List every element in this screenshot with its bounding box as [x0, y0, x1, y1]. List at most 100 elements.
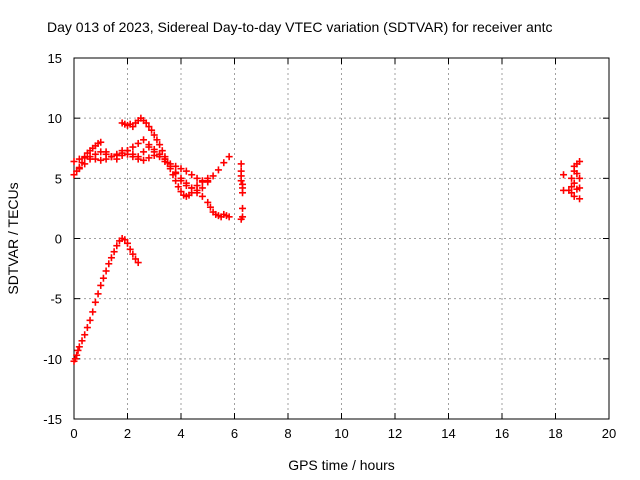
data-point-peak-arc [172, 177, 180, 185]
data-point-rising-arc [89, 308, 97, 316]
data-point-rising-arc [132, 255, 140, 263]
data-point-upper-band-3 [156, 150, 164, 158]
data-point-rising-arc [86, 316, 94, 324]
data-point-rising-arc [74, 346, 82, 354]
data-point-peak-arc [158, 147, 166, 155]
data-point-rising-arc [99, 274, 107, 282]
y-tick-label: 5 [55, 171, 62, 186]
data-point-cluster-18h [560, 171, 568, 179]
data-point-peak-arc [166, 165, 174, 173]
data-point-cluster-18h [568, 174, 576, 182]
data-point-upper-band-2 [134, 139, 142, 147]
data-point-upper-band-3 [81, 160, 89, 168]
data-point-upper-band-2 [75, 155, 83, 163]
data-point-rising-arc [124, 239, 131, 247]
chart-title: Day 013 of 2023, Sidereal Day-to-day VTE… [47, 19, 553, 35]
data-point-rising-arc [134, 259, 142, 267]
data-point-upper-band-3 [150, 151, 158, 159]
data-point-upper-band-2 [145, 141, 153, 149]
data-point-upper-band-2 [209, 172, 217, 180]
y-tick-label: 0 [55, 232, 62, 247]
data-point-rising-arc [81, 331, 89, 339]
data-point-rising-arc [110, 248, 118, 256]
data-point-rising-arc [97, 281, 105, 289]
data-point-cluster-18h [576, 174, 584, 182]
data-point-peak-arc [145, 123, 153, 131]
data-point-peak-arc [129, 123, 137, 131]
y-tick-label: -15 [43, 412, 62, 427]
data-point-upper-band-3 [193, 182, 201, 190]
data-point-upper-band-1 [177, 165, 185, 173]
data-point-peak-arc [156, 141, 164, 149]
data-point-upper-band-3 [124, 150, 131, 158]
x-tick-label: 12 [388, 426, 402, 441]
data-point-rising-arc [75, 343, 83, 351]
data-point-upper-band-3 [118, 147, 126, 155]
data-point-upper-band-3 [107, 153, 115, 161]
data-point-peak-arc [174, 183, 182, 191]
data-point-rising-arc [126, 245, 134, 253]
data-point-rising-arc [107, 254, 115, 262]
data-point-upper-band-1 [182, 167, 190, 175]
x-axis-title: GPS time / hours [288, 457, 395, 473]
data-point-rising-arc [102, 267, 110, 275]
data-point-upper-band-3 [113, 150, 121, 158]
data-point-rising-arc [91, 298, 99, 306]
data-point-rising-arc [71, 355, 79, 363]
data-point-upper-band-1 [193, 174, 201, 182]
data-point-upper-band-2 [129, 143, 137, 151]
data-point-upper-band-1 [97, 138, 105, 146]
x-tick-label: 14 [441, 426, 455, 441]
data-point-cluster-6h [239, 204, 247, 212]
data-point-rising-arc [73, 351, 81, 359]
data-point-upper-band-2 [198, 184, 206, 192]
x-tick-label: 2 [124, 426, 131, 441]
data-point-upper-band-1 [70, 171, 78, 179]
data-point-cluster-18h [570, 179, 578, 187]
data-point-upper-band-3 [102, 150, 110, 158]
data-point-peak-arc [153, 136, 161, 144]
data-point-cluster-18h [576, 184, 584, 192]
data-point-upper-band-3 [91, 150, 99, 158]
data-point-upper-band-2 [97, 156, 105, 164]
x-tick-label: 10 [334, 426, 348, 441]
data-point-tail-low [193, 189, 201, 197]
y-tick-label: -5 [50, 292, 62, 307]
data-point-tail-low [204, 198, 212, 206]
data-point-rising-arc [121, 236, 129, 244]
x-tick-label: 4 [177, 426, 184, 441]
data-point-rising-arc [105, 260, 113, 268]
data-point-cluster-18h [576, 157, 584, 165]
data-point-rising-arc [113, 242, 121, 250]
x-tick-label: 6 [231, 426, 238, 441]
data-point-peak-arc [164, 159, 172, 167]
data-point-tail-low [206, 203, 214, 211]
data-point-upper-band-1 [188, 171, 196, 179]
data-point-upper-band-3 [140, 156, 148, 164]
data-point-upper-band-2 [81, 154, 89, 162]
data-point-tail-low [198, 192, 206, 200]
data-point-cluster-6h [237, 167, 245, 175]
data-point-upper-band-3 [97, 148, 105, 156]
data-point-cluster-18h [568, 183, 576, 191]
y-axis-title: SDTVAR / TECUs [5, 182, 21, 294]
data-point-peak-arc [161, 153, 169, 161]
data-point-cluster-18h [568, 189, 576, 197]
data-point-cluster-6h [239, 189, 247, 197]
data-point-rising-arc [83, 324, 91, 332]
data-point-upper-band-3 [134, 155, 142, 163]
data-point-upper-band-3 [182, 182, 190, 190]
data-point-cluster-6h [237, 160, 245, 168]
data-point-peak-arc [177, 188, 185, 196]
data-point-cluster-6h [237, 177, 245, 185]
data-point-upper-band-2 [70, 157, 78, 165]
data-point-upper-band-2 [140, 136, 148, 144]
data-point-upper-band-3 [204, 174, 212, 182]
data-point-tail-low [225, 213, 233, 221]
data-point-cluster-18h [576, 195, 584, 203]
data-point-upper-band-2 [214, 166, 222, 174]
data-point-peak-arc [148, 126, 156, 134]
data-point-upper-band-3 [198, 178, 206, 186]
